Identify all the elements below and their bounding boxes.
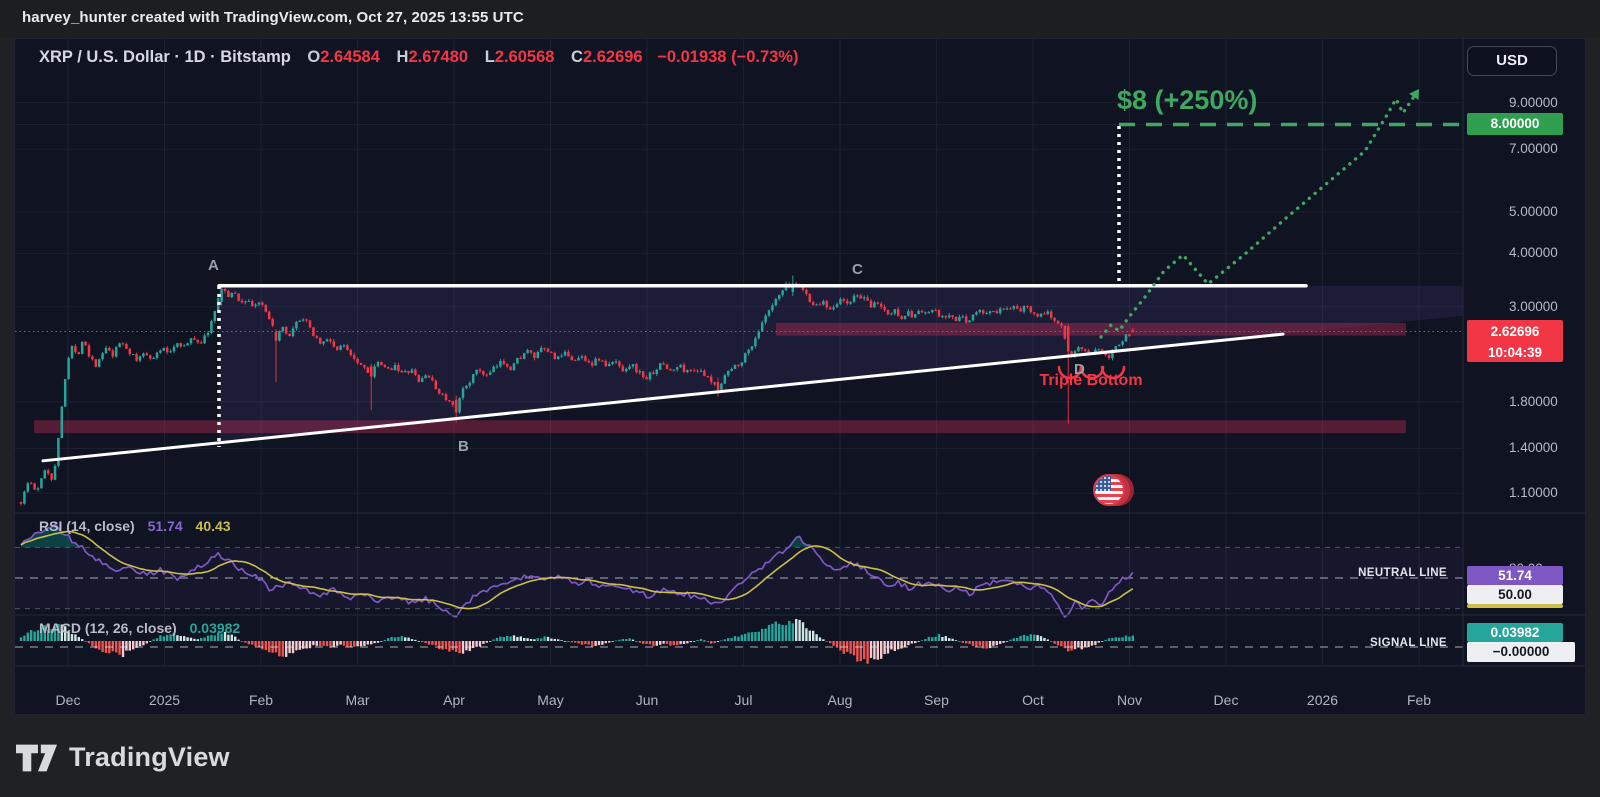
currency-button[interactable]: USD — [1467, 46, 1557, 76]
price-tick: 3.00000 — [1509, 298, 1558, 314]
flag-canton — [1095, 476, 1112, 491]
price-tick: 1.80000 — [1509, 393, 1558, 409]
close-value: 2.62696 — [582, 48, 643, 66]
rsi-ma-badge-sliver — [1467, 604, 1563, 608]
triple-bottom-label: Triple Bottom — [1039, 372, 1143, 389]
signal-line-label: SIGNAL LINE — [1369, 637, 1447, 649]
rsi-value-badge: 51.74 — [1467, 566, 1563, 585]
tradingview-wordmark: TradingView — [69, 742, 230, 772]
open-label: O — [307, 48, 321, 66]
macd-value-badge: 0.03982 — [1467, 623, 1563, 642]
time-tick: Jun — [635, 692, 659, 708]
price-axis[interactable]: 8.00000 2.62696 10:04:39 80.00 51.74 50.… — [1463, 39, 1587, 666]
time-tick: Dec — [1213, 692, 1239, 708]
footer-bar: TradingView — [0, 715, 1600, 797]
time-tick: Jul — [734, 692, 753, 708]
symbol-header: XRP / U.S. Dollar · 1D · Bitstamp O2.645… — [39, 48, 798, 67]
price-tick: 4.00000 — [1509, 245, 1558, 261]
time-tick: Nov — [1117, 692, 1142, 708]
time-tick: Dec — [55, 692, 81, 708]
macd-signal-badge: −0.00000 — [1467, 642, 1575, 662]
time-tick: Feb — [1406, 692, 1432, 708]
time-tick: Aug — [827, 692, 853, 708]
price-tick: 1.10000 — [1509, 485, 1558, 501]
attribution-text: harvey_hunter created with TradingView.c… — [22, 9, 524, 26]
point-d-label: D — [1074, 361, 1085, 378]
rsi-value: 51.74 — [147, 518, 183, 534]
macd-value: 0.03982 — [189, 620, 241, 636]
bar-countdown: 10:04:39 — [1487, 344, 1543, 360]
macd-legend: MACD (12, 26, close) 0.03982 — [39, 620, 240, 636]
rsi-title: RSI (14, close) — [39, 518, 135, 534]
macd-title: MACD (12, 26, close) — [39, 620, 177, 636]
neutral-line-label: NEUTRAL LINE — [1358, 567, 1447, 579]
time-tick: Oct — [1022, 692, 1044, 708]
time-tick: 2026 — [1306, 692, 1339, 708]
high-label: H — [396, 48, 409, 66]
time-axis[interactable]: Dec 2025 Feb Mar Apr May Jun Jul Aug Sep Oct Nov Dec… — [15, 666, 1463, 716]
point-a-label: A — [208, 257, 219, 274]
chart-canvas[interactable] — [15, 39, 1585, 714]
price-tick: 5.00000 — [1509, 203, 1558, 219]
change-value: −0.01938 (−0.73%) — [657, 48, 799, 66]
price-tick: 1.40000 — [1509, 440, 1558, 456]
close-label: C — [571, 48, 583, 66]
time-tick: May — [537, 692, 564, 708]
high-value: 2.67480 — [408, 48, 469, 66]
target-price-badge: 8.00000 — [1467, 113, 1563, 135]
price-target-annotation: $8 (+250%) — [1117, 85, 1258, 115]
last-price-badge: 2.62696 10:04:39 — [1467, 320, 1563, 362]
attribution-bar: harvey_hunter created with TradingView.c… — [0, 0, 1600, 38]
point-c-label: C — [852, 261, 863, 278]
symbol-title: XRP / U.S. Dollar · 1D · Bitstamp — [39, 48, 291, 66]
time-tick: Mar — [345, 692, 370, 708]
point-b-label: B — [458, 438, 469, 455]
tradingview-logo[interactable]: TradingView — [16, 742, 230, 773]
chart-widget[interactable]: XRP / U.S. Dollar · 1D · Bitstamp O2.645… — [14, 38, 1586, 715]
time-tick: Sep — [924, 692, 949, 708]
rsi-neutral-badge: 50.00 — [1467, 585, 1563, 604]
open-value: 2.64584 — [320, 48, 380, 66]
price-tick: 7.00000 — [1509, 141, 1558, 157]
price-tick: 9.00000 — [1509, 94, 1558, 110]
low-label: L — [484, 48, 495, 66]
time-tick: Feb — [248, 692, 274, 708]
last-price-value: 2.62696 — [1490, 324, 1540, 339]
us-flag-event-icon[interactable] — [1093, 474, 1125, 506]
rsi-legend: RSI (14, close) 51.74 40.43 — [39, 518, 231, 534]
low-value: 2.60568 — [494, 48, 555, 66]
time-tick: Apr — [443, 692, 465, 708]
tradingview-logo-icon — [16, 744, 58, 771]
rsi-ma-value: 40.43 — [195, 518, 231, 534]
time-tick: 2025 — [148, 692, 181, 708]
